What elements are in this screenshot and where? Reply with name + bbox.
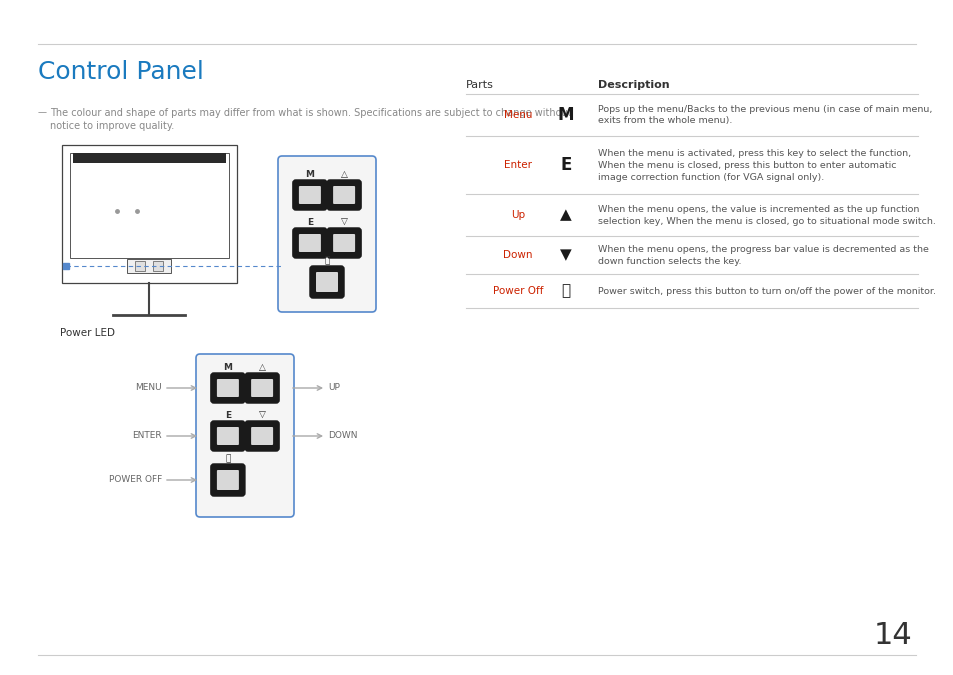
Text: notice to improve quality.: notice to improve quality. — [50, 121, 174, 131]
Text: Control Panel: Control Panel — [38, 60, 204, 84]
Text: Enter: Enter — [503, 160, 532, 170]
Bar — [152, 261, 163, 271]
Text: exits from the whole menu).: exits from the whole menu). — [598, 117, 732, 126]
FancyBboxPatch shape — [294, 229, 326, 257]
Text: Parts: Parts — [465, 80, 494, 90]
Text: Menu: Menu — [503, 110, 532, 120]
Text: Power LED: Power LED — [60, 328, 115, 338]
Text: DOWN: DOWN — [328, 431, 357, 441]
Text: image correction function (for VGA signal only).: image correction function (for VGA signa… — [598, 173, 823, 182]
FancyBboxPatch shape — [212, 422, 244, 450]
Text: △: △ — [258, 363, 265, 372]
Text: Down: Down — [503, 250, 532, 260]
Text: When the menu is activated, press this key to select the function,: When the menu is activated, press this k… — [598, 148, 910, 157]
Text: When the menu opens, the value is incremented as the up function: When the menu opens, the value is increm… — [598, 205, 919, 213]
Text: ▽: ▽ — [340, 218, 347, 227]
Text: The colour and shape of parts may differ from what is shown. Specifications are : The colour and shape of parts may differ… — [50, 108, 571, 118]
FancyBboxPatch shape — [216, 379, 238, 397]
FancyBboxPatch shape — [212, 374, 244, 402]
Text: ⏻: ⏻ — [225, 454, 231, 463]
Bar — [73, 153, 226, 163]
FancyBboxPatch shape — [298, 234, 320, 252]
Text: Pops up the menu/Backs to the previous menu (in case of main menu,: Pops up the menu/Backs to the previous m… — [598, 105, 931, 113]
FancyBboxPatch shape — [212, 465, 244, 495]
Text: M: M — [305, 170, 314, 179]
Text: E: E — [225, 411, 231, 420]
Text: ▲: ▲ — [559, 207, 571, 223]
FancyBboxPatch shape — [251, 427, 273, 445]
Bar — [135, 261, 145, 271]
Text: ▽: ▽ — [258, 411, 265, 420]
FancyBboxPatch shape — [246, 374, 278, 402]
FancyBboxPatch shape — [333, 186, 355, 204]
Text: △: △ — [340, 170, 347, 179]
Text: Power switch, press this button to turn on/off the power of the monitor.: Power switch, press this button to turn … — [598, 286, 935, 296]
FancyBboxPatch shape — [251, 379, 273, 397]
Text: ▼: ▼ — [559, 248, 571, 263]
Bar — [70, 153, 229, 258]
Text: ⏻: ⏻ — [561, 284, 570, 298]
Text: Description: Description — [598, 80, 669, 90]
Text: E: E — [559, 156, 571, 174]
Text: selection key, When the menu is closed, go to situational mode switch.: selection key, When the menu is closed, … — [598, 217, 935, 225]
Text: —: — — [38, 108, 47, 117]
FancyBboxPatch shape — [277, 156, 375, 312]
FancyBboxPatch shape — [195, 354, 294, 517]
Text: POWER OFF: POWER OFF — [109, 475, 162, 485]
Bar — [62, 145, 236, 283]
Text: MENU: MENU — [135, 383, 162, 392]
FancyBboxPatch shape — [216, 470, 238, 490]
Text: When the menu is closed, press this button to enter automatic: When the menu is closed, press this butt… — [598, 161, 896, 169]
Text: ENTER: ENTER — [132, 431, 162, 441]
Text: down function selects the key.: down function selects the key. — [598, 256, 740, 265]
Text: Up: Up — [511, 210, 524, 220]
FancyBboxPatch shape — [294, 181, 326, 209]
FancyBboxPatch shape — [328, 181, 359, 209]
Text: UP: UP — [328, 383, 339, 392]
FancyBboxPatch shape — [315, 272, 337, 292]
Text: ⏻: ⏻ — [324, 256, 330, 265]
Text: 14: 14 — [872, 621, 911, 650]
FancyBboxPatch shape — [328, 229, 359, 257]
FancyBboxPatch shape — [216, 427, 238, 445]
FancyBboxPatch shape — [246, 422, 278, 450]
FancyBboxPatch shape — [333, 234, 355, 252]
Text: Power Off: Power Off — [493, 286, 542, 296]
Text: When the menu opens, the progress bar value is decremented as the: When the menu opens, the progress bar va… — [598, 244, 928, 254]
Bar — [127, 259, 171, 273]
Text: M: M — [558, 106, 574, 124]
FancyBboxPatch shape — [311, 267, 343, 297]
Text: M: M — [223, 363, 233, 372]
FancyBboxPatch shape — [298, 186, 320, 204]
Text: E: E — [307, 218, 313, 227]
